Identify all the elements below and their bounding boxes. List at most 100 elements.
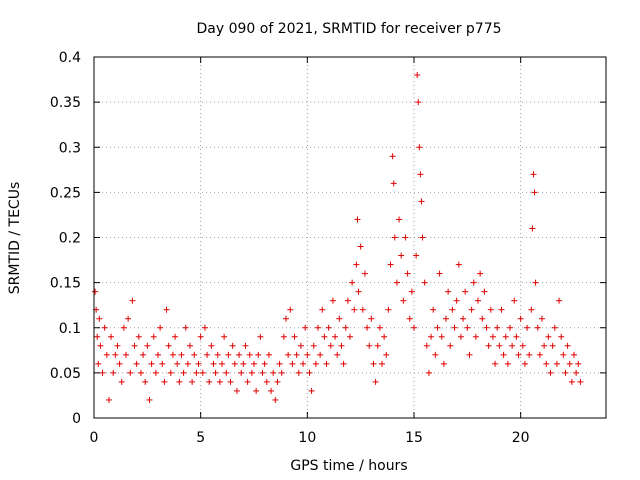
data-point xyxy=(359,306,366,313)
data-point xyxy=(297,342,304,349)
data-point xyxy=(325,324,332,331)
data-point xyxy=(340,360,347,367)
data-point xyxy=(354,216,361,223)
data-point xyxy=(169,351,176,358)
data-point xyxy=(529,225,536,232)
data-point xyxy=(366,342,373,349)
data-point xyxy=(487,306,494,313)
data-point xyxy=(338,342,345,349)
data-point xyxy=(125,315,132,322)
data-point xyxy=(323,360,330,367)
data-point xyxy=(453,297,460,304)
data-point xyxy=(174,360,181,367)
data-point xyxy=(513,333,520,340)
data-point xyxy=(161,378,168,385)
data-point xyxy=(144,342,151,349)
data-point xyxy=(310,342,317,349)
data-point xyxy=(300,360,307,367)
data-point xyxy=(415,99,422,106)
data-point xyxy=(293,351,300,358)
data-point xyxy=(127,369,134,376)
data-point xyxy=(105,396,112,403)
y-tick-label: 0.4 xyxy=(59,50,81,66)
data-point xyxy=(531,189,538,196)
data-point xyxy=(233,387,240,394)
data-point xyxy=(231,360,238,367)
data-point xyxy=(496,342,503,349)
data-point xyxy=(434,324,441,331)
data-point xyxy=(321,333,328,340)
data-point xyxy=(116,360,123,367)
data-point xyxy=(374,342,381,349)
data-point xyxy=(475,297,481,304)
data-points xyxy=(92,72,584,403)
data-point xyxy=(291,333,298,340)
data-point xyxy=(216,378,223,385)
data-point xyxy=(344,297,351,304)
data-point xyxy=(257,333,264,340)
data-point xyxy=(312,360,319,367)
data-point xyxy=(521,360,528,367)
data-point xyxy=(528,306,535,313)
data-point xyxy=(379,360,385,367)
data-point xyxy=(391,234,398,241)
data-point xyxy=(152,369,159,376)
data-point xyxy=(553,360,560,367)
data-point xyxy=(255,351,262,358)
data-point xyxy=(438,333,445,340)
data-point xyxy=(193,369,200,376)
data-point xyxy=(289,360,296,367)
data-point xyxy=(368,315,375,322)
data-point xyxy=(408,288,415,295)
data-point xyxy=(568,378,575,385)
data-point xyxy=(176,378,183,385)
data-point xyxy=(342,324,349,331)
data-point xyxy=(383,351,390,358)
x-tick-label: 15 xyxy=(405,430,423,446)
data-point xyxy=(274,378,281,385)
data-point xyxy=(201,324,208,331)
data-point xyxy=(545,333,552,340)
data-point xyxy=(172,333,179,340)
data-point xyxy=(131,342,138,349)
data-point xyxy=(462,288,469,295)
data-point xyxy=(304,351,311,358)
data-point xyxy=(539,315,545,322)
data-point xyxy=(140,351,147,358)
data-point xyxy=(385,306,392,313)
data-point xyxy=(575,360,582,367)
data-point xyxy=(423,342,430,349)
data-point xyxy=(212,369,219,376)
data-point xyxy=(396,216,403,223)
data-point xyxy=(445,288,452,295)
data-point xyxy=(103,351,110,358)
data-point xyxy=(481,288,488,295)
data-point xyxy=(413,252,420,259)
data-point xyxy=(417,171,424,178)
data-point xyxy=(148,360,155,367)
data-point xyxy=(361,270,368,277)
x-tick-label: 5 xyxy=(196,430,205,446)
data-point xyxy=(278,369,285,376)
data-point xyxy=(308,387,315,394)
data-point xyxy=(558,333,565,340)
data-point xyxy=(477,270,484,277)
data-point xyxy=(97,342,104,349)
data-point xyxy=(317,351,324,358)
data-point xyxy=(197,333,204,340)
data-point xyxy=(372,378,379,385)
data-point xyxy=(390,180,397,187)
data-point xyxy=(432,351,439,358)
data-point xyxy=(492,360,499,367)
data-point xyxy=(265,351,272,358)
data-point xyxy=(416,144,423,151)
data-point xyxy=(536,351,543,358)
axis-ticks: 0 0.05 0.1 0.15 0.2 0.25 0.3 0.35 0.4 0 5 10 15 20 xyxy=(50,50,606,446)
data-point xyxy=(101,324,108,331)
x-tick-label: 0 xyxy=(90,430,99,446)
y-axis-label: SRMTID / TECUs xyxy=(7,182,23,295)
data-point xyxy=(92,288,99,295)
data-point xyxy=(94,333,101,340)
data-point xyxy=(532,279,539,286)
chart-title: Day 090 of 2021, SRMTID for receiver p77… xyxy=(196,21,501,37)
